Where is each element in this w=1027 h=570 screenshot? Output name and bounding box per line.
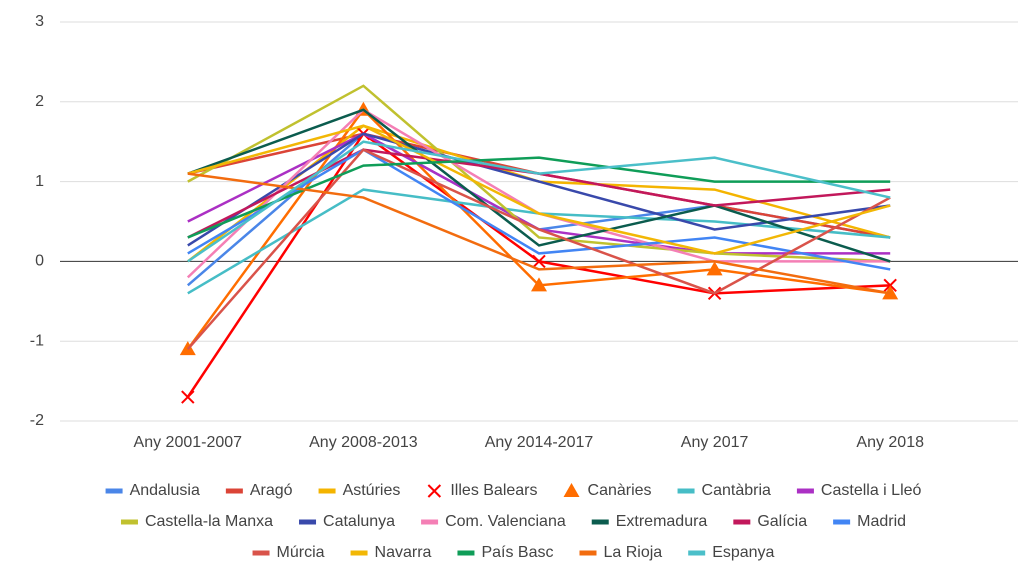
y-tick-label: -1: [30, 332, 44, 349]
legend-label: Madrid: [857, 513, 906, 530]
y-tick-label: 3: [35, 13, 44, 30]
legend-marker: [733, 519, 751, 525]
series-line: [186, 148, 891, 351]
legend-label: Navarra: [375, 544, 432, 561]
legend-marker: [421, 519, 439, 525]
legend-marker: [299, 519, 317, 525]
legend-label: Espanya: [712, 544, 774, 561]
point-marker: [532, 254, 546, 269]
legend-label: Illes Balears: [450, 482, 537, 499]
legend-label: Cantàbria: [702, 482, 771, 499]
x-tick-label: Any 2001-2007: [134, 434, 243, 451]
legend-marker: [252, 550, 270, 556]
point-marker: [706, 261, 723, 276]
point-marker: [531, 277, 547, 292]
x-tick-label: Any 2008-2013: [309, 434, 418, 451]
legend-marker: [591, 519, 609, 525]
legend-label: Canàries: [588, 482, 652, 499]
legend-label: Galícia: [757, 513, 807, 530]
legend-marker: [833, 519, 851, 525]
legend-label: Castella i Lleó: [821, 482, 922, 499]
legend-label: Múrcia: [277, 544, 325, 561]
legend-marker: [350, 550, 368, 556]
y-tick-label: 1: [35, 173, 44, 190]
legend-label: Astúries: [343, 482, 401, 499]
series-line: [187, 108, 891, 263]
legend-marker: [120, 519, 138, 525]
x-tick-label: Any 2014-2017: [485, 434, 594, 451]
point-marker: [181, 390, 195, 404]
legend-marker: [688, 550, 706, 556]
y-tick-label: 2: [35, 93, 44, 110]
legend-marker: [677, 488, 695, 494]
legend-marker: [318, 488, 336, 494]
y-tick-label: -2: [30, 412, 44, 429]
series-line: [187, 84, 891, 263]
legend-label: País Basc: [481, 544, 553, 561]
legend-label: Extremadura: [616, 513, 708, 530]
x-tick-label: Any 2018: [856, 434, 924, 451]
series-line: [187, 124, 891, 255]
legend-marker: [457, 550, 475, 556]
series-line: [187, 172, 891, 295]
legend-marker: [225, 488, 243, 494]
legend-label: La Rioja: [603, 544, 662, 561]
legend-marker: [563, 483, 580, 497]
legend-marker: [796, 488, 814, 494]
x-tick-label: Any 2017: [681, 434, 749, 451]
series-line: [187, 148, 891, 271]
legend-marker: [427, 484, 442, 498]
series-line: [187, 132, 891, 247]
legend-label: Andalusia: [130, 482, 200, 499]
legend-label: Castella-la Manxa: [145, 513, 273, 530]
legend-label: Catalunya: [323, 513, 395, 530]
legend-label: Aragó: [250, 482, 293, 499]
legend-marker: [579, 550, 597, 556]
legend-label: Com. Valenciana: [445, 513, 566, 530]
series-line: [187, 140, 891, 263]
y-tick-label: 0: [35, 253, 44, 270]
legend-marker: [105, 488, 123, 494]
